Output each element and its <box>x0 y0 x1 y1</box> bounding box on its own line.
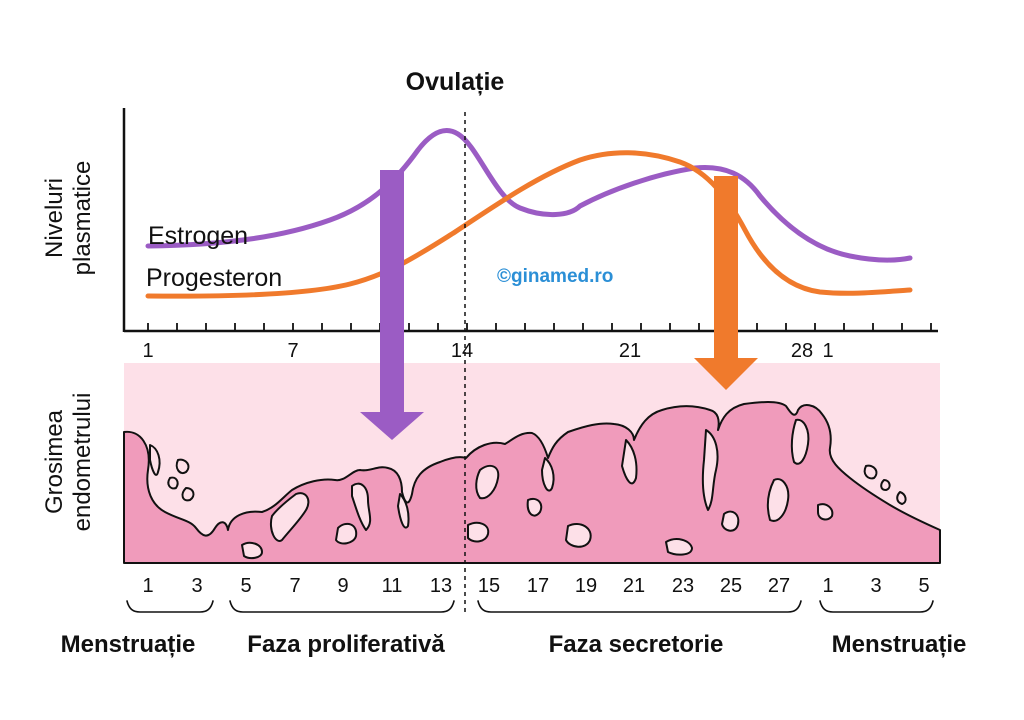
watermark: ©ginamed.ro <box>497 266 613 287</box>
estrogen-label: Estrogen <box>148 222 248 250</box>
bracket-proliferative <box>229 600 455 613</box>
ovulation-title: Ovulație <box>406 68 505 96</box>
day-label: 5 <box>240 575 251 597</box>
tick-label: 14 <box>451 340 473 362</box>
progesterone-arrow <box>694 176 758 390</box>
cycle-day-labels: 1 7 14 21 28 1 <box>142 340 833 362</box>
endometrium-day-labels: 1 3 5 7 9 11 13 15 17 19 21 23 25 27 1 3… <box>142 575 929 597</box>
plasma-levels-label-line1: Niveluri <box>41 178 68 258</box>
day-label: 5 <box>918 575 929 597</box>
day-label: 27 <box>768 575 790 597</box>
day-label: 23 <box>672 575 694 597</box>
phase-brackets <box>126 600 934 613</box>
phase-label-menstruation-end: Menstruație <box>832 631 967 658</box>
estrogen-curve <box>145 128 913 263</box>
endometrium-label-line2: endometrului <box>69 393 96 532</box>
day-label: 15 <box>478 575 500 597</box>
day-label: 25 <box>720 575 742 597</box>
day-label: 1 <box>142 575 153 597</box>
progesterone-label: Progesteron <box>146 264 282 292</box>
tick-label: 7 <box>287 340 298 362</box>
day-label: 17 <box>527 575 549 597</box>
day-label: 7 <box>289 575 300 597</box>
endometrium-glands <box>149 418 907 560</box>
day-label: 13 <box>430 575 452 597</box>
estrogen-arrow <box>360 170 424 440</box>
endometrium-label-line1: Grosimea <box>41 409 68 514</box>
day-label: 1 <box>822 575 833 597</box>
plasma-levels-label-line2: plasmatice <box>69 161 96 276</box>
progesterone-curve <box>145 150 913 299</box>
phase-label-proliferative: Faza proliferativă <box>247 631 445 658</box>
day-label: 19 <box>575 575 597 597</box>
phase-label-menstruation-start: Menstruație <box>61 631 196 658</box>
bracket-secretory <box>477 600 802 613</box>
bracket-menstruation-end <box>819 600 934 613</box>
day-label: 9 <box>337 575 348 597</box>
day-label: 11 <box>382 575 403 597</box>
day-label: 3 <box>191 575 202 597</box>
day-label: 3 <box>870 575 881 597</box>
tick-label: 28 <box>791 340 813 362</box>
tick-label: 1 <box>822 340 833 362</box>
tick-label: 1 <box>142 340 153 362</box>
phase-label-secretory: Faza secretorie <box>549 631 724 658</box>
endometrium-thickness-axis-label: Grosimea endometrului <box>41 393 96 532</box>
plasma-levels-axis-label: Niveluri plasmatice <box>41 161 96 276</box>
bracket-menstruation-start <box>126 600 214 613</box>
day-label: 21 <box>623 575 645 597</box>
tick-label: 21 <box>619 340 641 362</box>
